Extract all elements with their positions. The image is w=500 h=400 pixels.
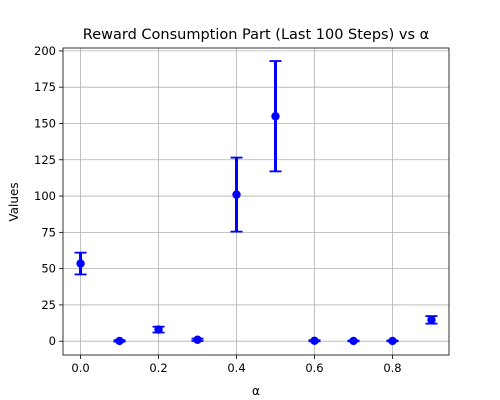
x-tick-label: 0.4: [227, 361, 245, 375]
data-point: [154, 325, 163, 334]
data-point: [427, 315, 436, 325]
error-bars: [74, 60, 438, 343]
data-point: [115, 336, 124, 346]
plot-frame: [62, 47, 450, 356]
y-tick-label: 25: [41, 298, 56, 312]
data-point: [271, 112, 280, 121]
data-point: [76, 259, 85, 268]
y-axis-label: Values: [7, 182, 21, 221]
x-tick-label: 0.2: [149, 361, 167, 375]
y-tick-label: 75: [41, 225, 56, 239]
data-point: [232, 190, 241, 199]
y-tick-label: 100: [34, 189, 56, 203]
y-tick-label: 200: [34, 44, 56, 58]
data-points: [76, 112, 436, 346]
chart-title: Reward Consumption Part (Last 100 Steps)…: [83, 27, 429, 43]
y-tick-label: 150: [34, 116, 56, 130]
data-point: [193, 335, 202, 344]
x-tick-label: 0.0: [71, 361, 89, 375]
data-point: [310, 336, 319, 345]
data-point: [349, 336, 358, 346]
grid: [63, 48, 449, 355]
y-tick-label: 0: [49, 334, 56, 348]
x-tick-label: 0.6: [305, 361, 323, 375]
x-axis-label: α: [252, 384, 260, 398]
data-point: [388, 336, 397, 346]
y-tick-label: 125: [34, 153, 56, 167]
y-tick-label: 50: [41, 262, 56, 276]
x-tick-label: 0.8: [383, 361, 401, 375]
x-axis-ticks: 0.0 0.2 0.4 0.6 0.8: [71, 355, 402, 375]
y-tick-label: 175: [34, 80, 56, 94]
y-axis-ticks: 0 25 50 75 100 125 150 175 200: [34, 44, 63, 348]
